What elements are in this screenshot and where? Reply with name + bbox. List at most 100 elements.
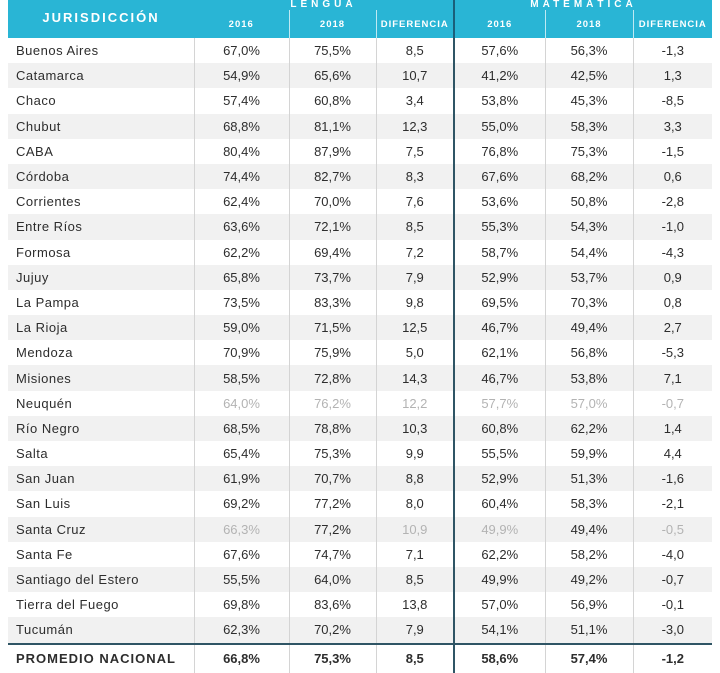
matematica-2016-cell: 52,9% <box>453 466 546 492</box>
lengua-diff-cell: 7,5 <box>375 138 455 164</box>
matematica-2018-cell: 45,3% <box>544 88 634 114</box>
matematica-2018-cell: 56,9% <box>544 592 634 618</box>
table-footer: PROMEDIO NACIONAL 66,8% 75,3% 8,5 58,6% … <box>8 642 713 673</box>
matematica-diff-cell: 1,3 <box>632 63 713 89</box>
row-jurisdiction: San Juan <box>8 466 194 492</box>
lengua-diff-cell: 12,3 <box>375 113 455 139</box>
matematica-2018-cell: 58,3% <box>544 491 634 517</box>
matematica-2018-cell: 75,3% <box>544 138 634 164</box>
average-lengua-2018: 75,3% <box>288 642 376 673</box>
lengua-2016-cell: 68,8% <box>193 113 289 139</box>
table-row: Catamarca 54,9% 65,6% 10,7 41,2% 42,5% 1,3 <box>8 63 713 89</box>
lengua-2018-cell: 77,2% <box>288 516 376 542</box>
matematica-2018-cell: 51,3% <box>544 466 634 492</box>
matematica-2016-cell: 67,6% <box>453 163 546 190</box>
table-row: San Luis 69,2% 77,2% 8,0 60,4% 58,3% -2,1 <box>8 491 713 517</box>
matematica-2016-cell: 57,6% <box>453 38 546 64</box>
row-jurisdiction: Neuquén <box>16 395 73 411</box>
lengua-2018-cell: 83,3% <box>288 289 376 316</box>
lengua-2018-cell: 75,9% <box>288 340 376 366</box>
average-lengua-2016: 66,8% <box>193 642 289 673</box>
matematica-2018-cell: 50,8% <box>544 189 634 215</box>
lengua-2016-cell: 66,3% <box>193 516 289 542</box>
table-body: Buenos Aires 67,0% 75,5% 8,5 57,6% 56,3% -1,3 … <box>8 38 713 644</box>
table-row: La Pampa 73,5% 83,3% 9,8 69,5% 70,3% 0,8 <box>8 289 713 316</box>
lengua-2016-cell: 65,8% <box>193 264 289 290</box>
lengua-2016-cell: 62,2% <box>193 239 289 265</box>
row-jurisdiction: Tucumán <box>8 617 194 644</box>
table-row: La Rioja 59,0% 71,5% 12,5 46,7% 49,4% 2,7 <box>8 315 713 341</box>
lengua-2016-cell: 69,8% <box>193 592 289 618</box>
lengua-diff-cell: 9,9 <box>375 441 455 467</box>
matematica-2016-cell: 57,7% <box>453 390 546 416</box>
matematica-2016-cell: 55,5% <box>453 441 546 467</box>
lengua-2016-cell: 61,9% <box>193 466 289 492</box>
table-row: CABA 80,4% 87,9% 7,5 76,8% 75,3% -1,5 <box>8 138 713 164</box>
matematica-2018-cell: 53,8% <box>544 365 634 391</box>
lengua-2018-cell: 76,2% <box>288 390 376 416</box>
matematica-2018-cell: 68,2% <box>544 163 634 190</box>
header-jurisdiction: JURISDICCIÓN <box>8 0 194 38</box>
matematica-2016-cell: 55,0% <box>453 113 546 139</box>
lengua-diff-cell: 3,4 <box>375 88 455 114</box>
table-row: Mendoza 70,9% 75,9% 5,0 62,1% 56,8% -5,3 <box>8 340 713 366</box>
lengua-2016-cell: 62,4% <box>193 189 289 215</box>
lengua-diff-cell: 13,8 <box>375 592 455 618</box>
lengua-2018-cell: 69,4% <box>288 239 376 265</box>
lengua-2018-cell: 65,6% <box>288 63 376 89</box>
lengua-2018-cell: 74,7% <box>288 541 376 567</box>
matematica-2016-cell: 41,2% <box>453 63 546 89</box>
lengua-2016-cell: 73,5% <box>193 289 289 316</box>
row-jurisdiction: Misiones <box>8 365 194 391</box>
header-lengua-diferencia: DIFERENCIA <box>375 10 455 38</box>
matematica-2016-cell: 57,0% <box>453 592 546 618</box>
lengua-2018-cell: 77,2% <box>288 491 376 517</box>
lengua-2018-cell: 72,1% <box>288 214 376 240</box>
row-jurisdiction: Formosa <box>16 244 71 260</box>
lengua-2016-cell: 64,0% <box>193 390 289 416</box>
matematica-diff-cell: 0,8 <box>632 289 713 316</box>
matematica-diff-cell: -0,7 <box>632 390 713 416</box>
lengua-diff-cell: 7,6 <box>375 189 455 215</box>
table-row: Río Negro 68,5% 78,8% 10,3 60,8% 62,2% 1,4 <box>8 415 713 441</box>
matematica-2018-cell: 56,8% <box>544 340 634 366</box>
lengua-diff-cell: 14,3 <box>375 365 455 391</box>
matematica-diff-cell: 7,1 <box>632 365 713 391</box>
matematica-2016-cell: 69,5% <box>453 289 546 316</box>
row-jurisdiction: Salta <box>16 446 49 462</box>
row-jurisdiction: La Rioja <box>8 315 194 341</box>
table-row: Santiago del Estero 55,5% 64,0% 8,5 49,9% 49,… <box>8 566 713 593</box>
table-row: Santa Fe 67,6% 74,7% 7,1 62,2% 58,2% -4,0 <box>8 541 713 567</box>
table-row: Corrientes 62,4% 70,0% 7,6 53,6% 50,8% -2,8 <box>8 189 713 215</box>
matematica-diff-cell: -2,1 <box>632 491 713 517</box>
matematica-diff-cell: -0,7 <box>632 566 713 593</box>
row-jurisdiction: La Pampa <box>16 294 80 310</box>
matematica-2016-cell: 60,8% <box>453 415 546 441</box>
matematica-diff-cell: -1,3 <box>632 38 713 64</box>
matematica-diff-cell: -3,0 <box>632 617 713 644</box>
table-row: Santa Cruz 66,3% 77,2% 10,9 49,9% 49,4% -0,5 <box>8 516 713 542</box>
row-jurisdiction: Santiago del Estero <box>8 566 194 593</box>
row-jurisdiction: Chubut <box>8 113 194 139</box>
matematica-2018-cell: 53,7% <box>544 264 634 290</box>
matematica-2018-cell: 49,4% <box>544 516 634 542</box>
row-jurisdiction: Tierra del Fuego <box>16 597 119 613</box>
lengua-2016-cell: 63,6% <box>193 214 289 240</box>
matematica-2018-cell: 49,2% <box>544 566 634 593</box>
lengua-2018-cell: 70,7% <box>288 466 376 492</box>
table-row: San Juan 61,9% 70,7% 8,8 52,9% 51,3% -1,6 <box>8 466 713 492</box>
lengua-2018-cell: 64,0% <box>288 566 376 593</box>
matematica-2016-cell: 53,8% <box>453 88 546 114</box>
row-jurisdiction: Río Negro <box>8 415 194 441</box>
average-matematica-diff: -1,2 <box>632 642 713 673</box>
lengua-2018-cell: 87,9% <box>288 138 376 164</box>
matematica-diff-cell: -1,0 <box>632 214 713 240</box>
lengua-2016-cell: 58,5% <box>193 365 289 391</box>
lengua-diff-cell: 7,1 <box>375 541 455 567</box>
row-jurisdiction: Catamarca <box>8 63 194 89</box>
lengua-2016-cell: 69,2% <box>193 491 289 517</box>
matematica-diff-cell: -1,5 <box>632 138 713 164</box>
matematica-diff-cell: -4,0 <box>632 541 713 567</box>
lengua-2016-cell: 54,9% <box>193 63 289 89</box>
table-row: Tucumán 62,3% 70,2% 7,9 54,1% 51,1% -3,0 <box>8 617 713 644</box>
